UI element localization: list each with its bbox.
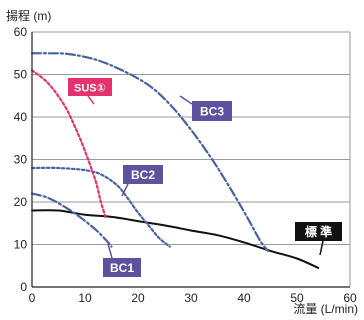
x-tick-label: 50 — [290, 291, 304, 305]
label-text: BC1 — [110, 261, 134, 275]
series-labels: 標 準 BC1 BC2 BC3 SUS① — [68, 78, 342, 277]
x-tick-label: 0 — [29, 291, 36, 305]
y-axis-title: 揚程 (m) — [6, 8, 51, 23]
y-tick-label: 20 — [14, 195, 28, 209]
label-box — [68, 78, 112, 96]
series-line-standard — [31, 209, 320, 269]
label-text: 標 準 — [305, 224, 332, 239]
series-label-sus: SUS① — [68, 78, 112, 105]
x-tick-label: 60 — [343, 291, 357, 305]
axes: 0 10 20 30 40 50 60 0 10 20 30 40 50 60 — [14, 25, 357, 305]
y-tick-label: 60 — [14, 25, 28, 39]
label-leader-line — [121, 183, 129, 197]
label-leader-line — [319, 240, 324, 256]
x-tick-label: 10 — [78, 291, 92, 305]
label-text: BC3 — [200, 105, 224, 119]
label-box — [123, 165, 163, 184]
label-leader-line — [107, 243, 113, 259]
x-axis-title: 流量 (L/min) — [293, 302, 358, 316]
y-tick-label: 50 — [14, 68, 28, 82]
label-leader-line — [87, 95, 95, 105]
x-tick-label: 40 — [237, 291, 251, 305]
series-line-bc2 — [30, 166, 171, 248]
label-box — [192, 101, 232, 121]
series-label-bc3: BC3 — [179, 95, 232, 121]
label-text: BC2 — [131, 168, 155, 182]
series-label-bc1: BC1 — [103, 243, 141, 277]
label-leader-line — [179, 95, 193, 105]
x-tick-label: 20 — [131, 291, 145, 305]
y-tick-label: 30 — [14, 153, 28, 167]
y-tick-label: 40 — [14, 110, 28, 124]
series-lines — [30, 52, 320, 269]
series-label-bc2: BC2 — [121, 165, 163, 197]
y-tick-label: 10 — [14, 238, 28, 252]
y-tick-label: 0 — [20, 280, 27, 294]
series-label-standard: 標 準 — [295, 222, 342, 256]
label-box — [295, 222, 342, 241]
grid-lines — [32, 31, 350, 245]
label-box — [103, 258, 141, 277]
series-line-sus — [30, 69, 108, 221]
label-text: SUS① — [74, 83, 106, 95]
series-line-bc1 — [30, 192, 113, 248]
series-line-bc3 — [30, 52, 269, 252]
x-tick-label: 30 — [184, 291, 198, 305]
